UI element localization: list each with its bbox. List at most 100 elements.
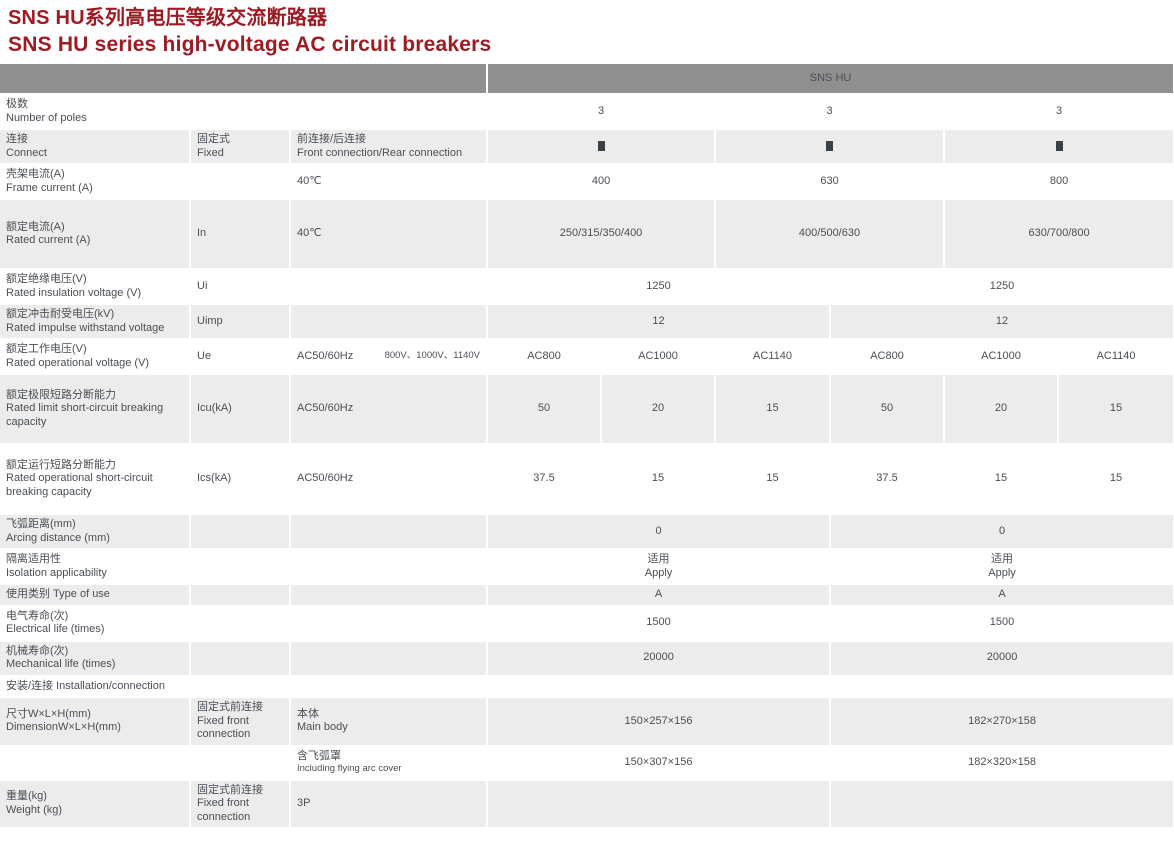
header-series-label: SNS HU	[487, 64, 1174, 95]
value-ue-5: AC1000	[944, 339, 1060, 375]
row-arcing-distance: 飞弧距离(mm) Arcing distance (mm) 0 0	[0, 514, 1174, 550]
value-connect-3	[944, 129, 1174, 165]
value-ui-2: 1250	[830, 269, 1174, 305]
cell-ui-symbol: Ui	[190, 269, 291, 305]
value-ue-4: AC800	[830, 339, 946, 375]
row-dimension-arc-cover: 含飞弧罩 Including flying arc cover 150×307×…	[0, 745, 1174, 781]
value-ue-2: AC1000	[601, 339, 717, 375]
cell-uimp-condition	[290, 304, 489, 340]
value-dimension-main-1: 150×257×156	[487, 697, 832, 747]
value-ics-6: 15	[1058, 444, 1174, 515]
label-isolation-applicability: 隔离适用性 Isolation applicability	[0, 549, 191, 585]
value-ue-6: AC1140	[1058, 339, 1174, 375]
cell-dimension-arc-cover: 含飞弧罩 Including flying arc cover	[290, 745, 489, 781]
table-header-row: SNS HU	[0, 64, 1174, 95]
header-left-band	[0, 64, 489, 95]
specification-table: SNS HU 极数 Number of poles 3 3 3 连接 Conne…	[0, 64, 1174, 829]
value-isolation-1: 适用 Apply	[487, 549, 832, 585]
page-title: SNS HU系列高电压等级交流断路器 SNS HU series high-vo…	[0, 0, 1174, 58]
value-mechanical-life-1: 20000	[487, 640, 832, 677]
cell-ue-condition: AC50/60Hz 800V、1000V、1140V	[290, 339, 489, 375]
value-poles-3: 3	[944, 94, 1174, 130]
label-arcing-distance: 飞弧距离(mm) Arcing distance (mm)	[0, 514, 191, 550]
cell-type-of-use-condition	[290, 584, 489, 607]
cell-isolation-symbol	[190, 549, 291, 585]
cell-dimension-blank2	[190, 745, 291, 781]
row-electrical-life: 电气寿命(次) Electrical life (times) 1500 150…	[0, 605, 1174, 642]
value-frame-2: 630	[715, 164, 946, 200]
value-rated-current-2: 400/500/630	[715, 199, 946, 270]
value-electrical-life-2: 1500	[830, 605, 1174, 642]
cell-electrical-life-symbol	[190, 605, 291, 642]
cell-poles-condition	[290, 94, 489, 130]
row-isolation-applicability: 隔离适用性 Isolation applicability 适用 Apply 适…	[0, 549, 1174, 585]
value-icu-3: 15	[715, 374, 832, 445]
label-rated-impulse-withstand-voltage: 额定冲击耐受电压(kV) Rated impulse withstand vol…	[0, 304, 191, 340]
value-ue-1: AC800	[487, 339, 603, 375]
cell-rated-current-condition: 40℃	[290, 199, 489, 270]
value-dimension-main-2: 182×270×158	[830, 697, 1174, 747]
label-number-of-poles: 极数 Number of poles	[0, 94, 191, 130]
cell-ui-condition	[290, 269, 489, 305]
value-type-of-use-2: A	[830, 584, 1174, 607]
value-weight-1	[487, 779, 832, 829]
value-icu-6: 15	[1058, 374, 1174, 445]
value-isolation-2: 适用 Apply	[830, 549, 1174, 585]
cell-mechanical-life-condition	[290, 640, 489, 677]
row-weight: 重量(kg) Weight (kg) 固定式前连接 Fixed front co…	[0, 779, 1174, 829]
value-weight-2	[830, 779, 1174, 829]
value-frame-3: 800	[944, 164, 1174, 200]
value-frame-1: 400	[487, 164, 717, 200]
cell-electrical-life-condition	[290, 605, 489, 642]
row-rated-operational-voltage: 额定工作电压(V) Rated operational voltage (V) …	[0, 339, 1174, 375]
value-rated-current-3: 630/700/800	[944, 199, 1174, 270]
value-icu-4: 50	[830, 374, 946, 445]
value-ui-1: 1250	[487, 269, 832, 305]
page-title-cn: SNS HU系列高电压等级交流断路器	[8, 7, 328, 29]
cell-type-of-use-symbol	[190, 584, 291, 607]
row-mechanical-life: 机械寿命(次) Mechanical life (times) 20000 20…	[0, 640, 1174, 677]
value-ics-1: 37.5	[487, 444, 603, 515]
cell-icu-symbol: Icu(kA)	[190, 374, 291, 445]
label-rated-current: 额定电流(A) Rated current (A)	[0, 199, 191, 270]
cell-dimension-main-body: 本体 Main body	[290, 697, 489, 747]
label-type-of-use: 使用类别 Type of use	[0, 584, 191, 607]
row-section-installation: 安装/连接 Installation/connection	[0, 675, 1174, 698]
value-icu-2: 20	[601, 374, 717, 445]
value-uimp-2: 12	[830, 304, 1174, 340]
cell-frame-condition: 40℃	[290, 164, 489, 200]
label-section-installation: 安装/连接 Installation/connection	[0, 675, 489, 698]
label-rated-operational-voltage: 额定工作电压(V) Rated operational voltage (V)	[0, 339, 191, 375]
cell-icu-condition: AC50/60Hz	[290, 374, 489, 445]
label-connect: 连接 Connect	[0, 129, 191, 165]
value-dimension-arc-2: 182×320×158	[830, 745, 1174, 781]
cell-poles-symbol	[190, 94, 291, 130]
row-rated-insulation-voltage: 额定绝缘电压(V) Rated insulation voltage (V) U…	[0, 269, 1174, 305]
value-type-of-use-1: A	[487, 584, 832, 607]
value-connect-1	[487, 129, 717, 165]
row-connect: 连接 Connect 固定式 Fixed 前连接/后连接 Front conne…	[0, 129, 1174, 165]
cell-weight-poles: 3P	[290, 779, 489, 829]
row-rated-impulse-withstand-voltage: 额定冲击耐受电压(kV) Rated impulse withstand vol…	[0, 304, 1174, 340]
value-ics-5: 15	[944, 444, 1060, 515]
cell-arcing-condition	[290, 514, 489, 550]
cell-mechanical-life-symbol	[190, 640, 291, 677]
value-mechanical-life-2: 20000	[830, 640, 1174, 677]
label-dimension: 尺寸W×L×H(mm) DimensionW×L×H(mm)	[0, 697, 191, 747]
value-icu-5: 20	[944, 374, 1060, 445]
label-weight: 重量(kg) Weight (kg)	[0, 779, 191, 829]
cell-arcing-symbol	[190, 514, 291, 550]
row-rated-operational-breaking-capacity: 额定运行短路分断能力 Rated operational short-circu…	[0, 444, 1174, 515]
cell-uimp-symbol: Uimp	[190, 304, 291, 340]
value-poles-1: 3	[487, 94, 717, 130]
value-connect-2	[715, 129, 946, 165]
cell-isolation-condition	[290, 549, 489, 585]
availability-marker-icon	[1055, 140, 1063, 151]
value-ics-4: 37.5	[830, 444, 946, 515]
value-dimension-arc-1: 150×307×156	[487, 745, 832, 781]
cell-weight-connection: 固定式前连接 Fixed front connection	[190, 779, 291, 829]
cell-connect-type: 前连接/后连接 Front connection/Rear connection	[290, 129, 489, 165]
label-rated-operational-breaking-capacity: 额定运行短路分断能力 Rated operational short-circu…	[0, 444, 191, 515]
row-dimension-main-body: 尺寸W×L×H(mm) DimensionW×L×H(mm) 固定式前连接 Fi…	[0, 697, 1174, 747]
cell-ics-condition: AC50/60Hz	[290, 444, 489, 515]
